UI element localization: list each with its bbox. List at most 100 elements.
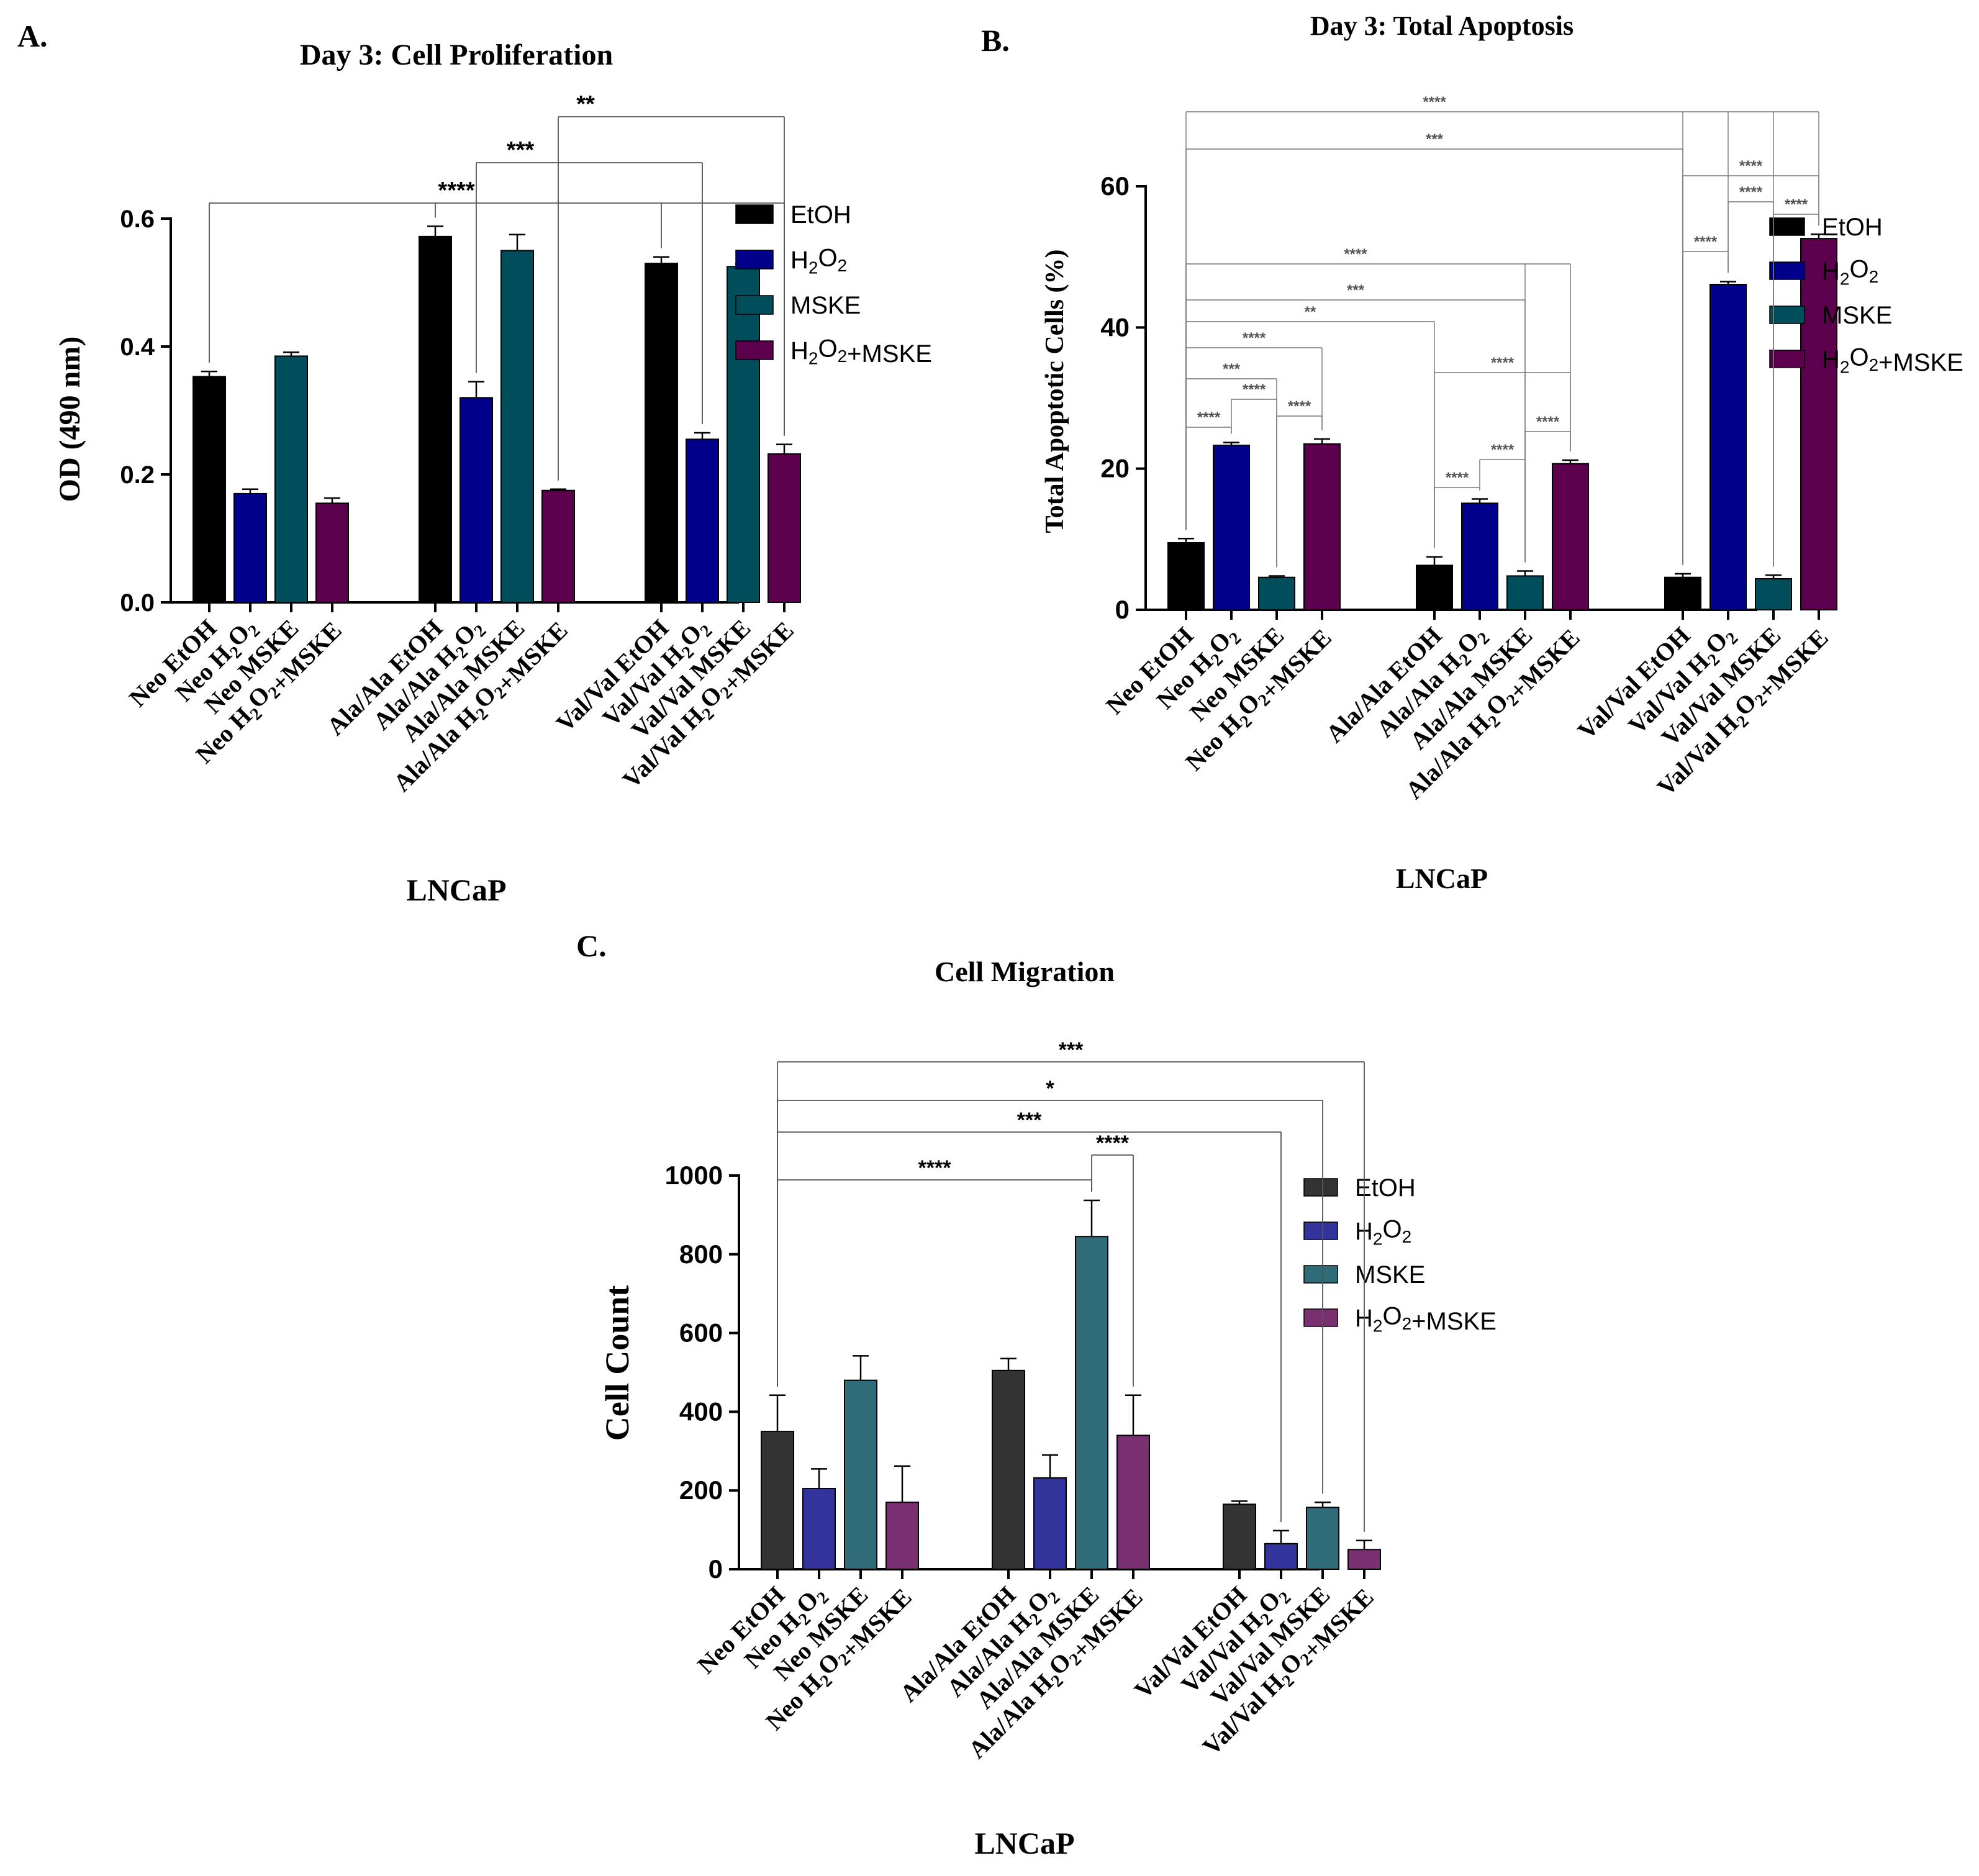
panel-c-sig-label: **** bbox=[918, 1156, 952, 1180]
panel-c-legend-swatch bbox=[1303, 1178, 1338, 1197]
panel-a-sig-label: *** bbox=[507, 137, 535, 163]
panel-a-legend-label: EtOH bbox=[790, 201, 851, 229]
panel-b-sig-label: **** bbox=[1739, 184, 1763, 201]
panel-a-bar bbox=[727, 266, 760, 603]
panel-b-x-axis-title: LNCaP bbox=[1396, 863, 1488, 894]
panel-b-legend-label: H2O2 bbox=[1822, 255, 1878, 288]
panel-b-sig-label: *** bbox=[1426, 131, 1444, 148]
panel-c-y-tick-label: 0 bbox=[709, 1554, 723, 1584]
panel-c-legend-swatch bbox=[1303, 1308, 1338, 1327]
panel-b-sig-label: **** bbox=[1536, 414, 1560, 430]
panel-b-bar bbox=[1506, 575, 1544, 611]
panel-b-legend-swatch bbox=[1769, 217, 1805, 236]
panel-b-title: Day 3: Total Apoptosis bbox=[1310, 11, 1574, 41]
panel-b-y-tick-label: 0 bbox=[1115, 595, 1130, 624]
panel-b-bar bbox=[1755, 578, 1792, 611]
panel-c-sig-label: **** bbox=[1096, 1131, 1130, 1155]
panel-c-bar bbox=[761, 1431, 794, 1570]
panel-a-y-tick-label: 0.6 bbox=[120, 206, 155, 233]
panel-c-y-axis-title: Cell Count bbox=[599, 1285, 636, 1441]
panel-b-y-tick-label: 60 bbox=[1100, 171, 1130, 201]
panel-c-bar bbox=[1033, 1477, 1067, 1570]
panel-b-bar bbox=[1800, 238, 1837, 610]
panel-b-bar bbox=[1552, 463, 1589, 611]
panel-b-sig-label: **** bbox=[1344, 246, 1367, 263]
panel-c-bar bbox=[1264, 1543, 1298, 1570]
panel-c-legend-label: H2O2+MSKE bbox=[1355, 1302, 1497, 1335]
panel-c-sig-label: * bbox=[1046, 1077, 1054, 1100]
panel-c-bar bbox=[885, 1502, 919, 1570]
panel-c-bar bbox=[844, 1379, 877, 1570]
panel-a-bar bbox=[233, 492, 267, 604]
panel-b-y-tick-label: 20 bbox=[1100, 454, 1130, 483]
panel-a-legend-swatch bbox=[735, 295, 774, 315]
panel-a-sig-label: ** bbox=[576, 91, 595, 117]
panel-b-sig-label: **** bbox=[1739, 158, 1763, 174]
panel-c-legend-label: MSKE bbox=[1355, 1261, 1425, 1289]
panel-b-sig-label: *** bbox=[1223, 361, 1241, 378]
panel-a-bar bbox=[500, 250, 534, 603]
panel-a-bar bbox=[419, 235, 452, 603]
panel-a-legend-swatch bbox=[735, 204, 774, 224]
panel-c-y-tick-label: 1000 bbox=[665, 1161, 723, 1190]
panel-c-y-tick-label: 800 bbox=[679, 1239, 723, 1269]
panel-a-bar bbox=[192, 376, 226, 603]
panel-b-y-tick-label: 40 bbox=[1100, 312, 1130, 342]
panel-b-bar bbox=[1167, 542, 1205, 610]
panel-c-y-tick-label: 600 bbox=[679, 1318, 723, 1348]
panel-b-label: B. bbox=[981, 23, 1010, 58]
panel-c-bar bbox=[1116, 1434, 1150, 1570]
panel-c-legend-label: EtOH bbox=[1355, 1174, 1416, 1202]
panel-a-bar bbox=[315, 502, 349, 603]
panel-a-y-axis-title: OD (490 nm) bbox=[53, 337, 86, 502]
panel-b-sig-label: ** bbox=[1305, 304, 1316, 320]
panel-a-y-tick-label: 0.2 bbox=[120, 461, 155, 489]
panel-b-legend-label: EtOH bbox=[1822, 214, 1883, 241]
panel-b-bar bbox=[1461, 502, 1498, 611]
panel-c-legend-label: H2O2 bbox=[1355, 1215, 1411, 1248]
panel-a-bar bbox=[768, 453, 801, 603]
panel-b-sig-label: *** bbox=[1347, 282, 1365, 299]
panel-c-bar bbox=[802, 1488, 836, 1570]
panel-c-x-axis-title: LNCaP bbox=[974, 1826, 1074, 1860]
panel-a-bar bbox=[541, 489, 575, 603]
panel-c-bar bbox=[1306, 1507, 1339, 1570]
panel-b-legend-label: H2O2+MSKE bbox=[1822, 343, 1963, 376]
panel-c-sig-label: *** bbox=[1017, 1108, 1042, 1132]
panel-c-y-tick-label: 400 bbox=[679, 1397, 723, 1426]
panel-b-sig-label: **** bbox=[1197, 409, 1221, 426]
panel-c-legend-swatch bbox=[1303, 1221, 1338, 1240]
panel-b-sig-label: **** bbox=[1694, 233, 1718, 250]
panel-a-bar bbox=[645, 263, 678, 604]
panel-c-sig-label: *** bbox=[1059, 1038, 1084, 1062]
panel-a-bar bbox=[460, 397, 493, 604]
panel-b-sig-label: **** bbox=[1243, 381, 1266, 398]
panel-c-legend-swatch bbox=[1303, 1265, 1338, 1284]
panel-b-sig-label: **** bbox=[1423, 94, 1446, 111]
panel-b-sig-label: **** bbox=[1491, 442, 1515, 458]
panel-b-legend-swatch bbox=[1769, 306, 1805, 324]
panel-a-x-axis-title: LNCaP bbox=[406, 872, 506, 907]
panel-b-bar bbox=[1258, 576, 1295, 610]
panel-c-bar bbox=[1223, 1503, 1256, 1570]
panel-a-y-tick-label: 0.0 bbox=[120, 589, 155, 617]
panel-b-y-axis-title: Total Apoptotic Cells (%) bbox=[1041, 250, 1069, 533]
panel-b-legend-label: MSKE bbox=[1822, 302, 1892, 329]
panel-b-sig-label: **** bbox=[1491, 355, 1515, 371]
panel-a-y-tick-label: 0.4 bbox=[120, 333, 155, 361]
panel-a-legend-label: MSKE bbox=[790, 292, 861, 319]
panel-a-bar bbox=[686, 438, 719, 603]
panel-c-y-tick-label: 200 bbox=[679, 1475, 723, 1505]
panel-b-legend-swatch bbox=[1769, 261, 1805, 280]
panel-b-bar bbox=[1213, 445, 1250, 610]
panel-a-label: A. bbox=[17, 19, 48, 53]
panel-c-bar bbox=[1347, 1549, 1381, 1570]
panel-a-title: Day 3: Cell Proliferation bbox=[300, 39, 613, 71]
panel-b-sig-label: **** bbox=[1243, 330, 1266, 347]
panel-c-title: Cell Migration bbox=[935, 956, 1115, 987]
panel-b-sig-label: **** bbox=[1288, 398, 1311, 415]
